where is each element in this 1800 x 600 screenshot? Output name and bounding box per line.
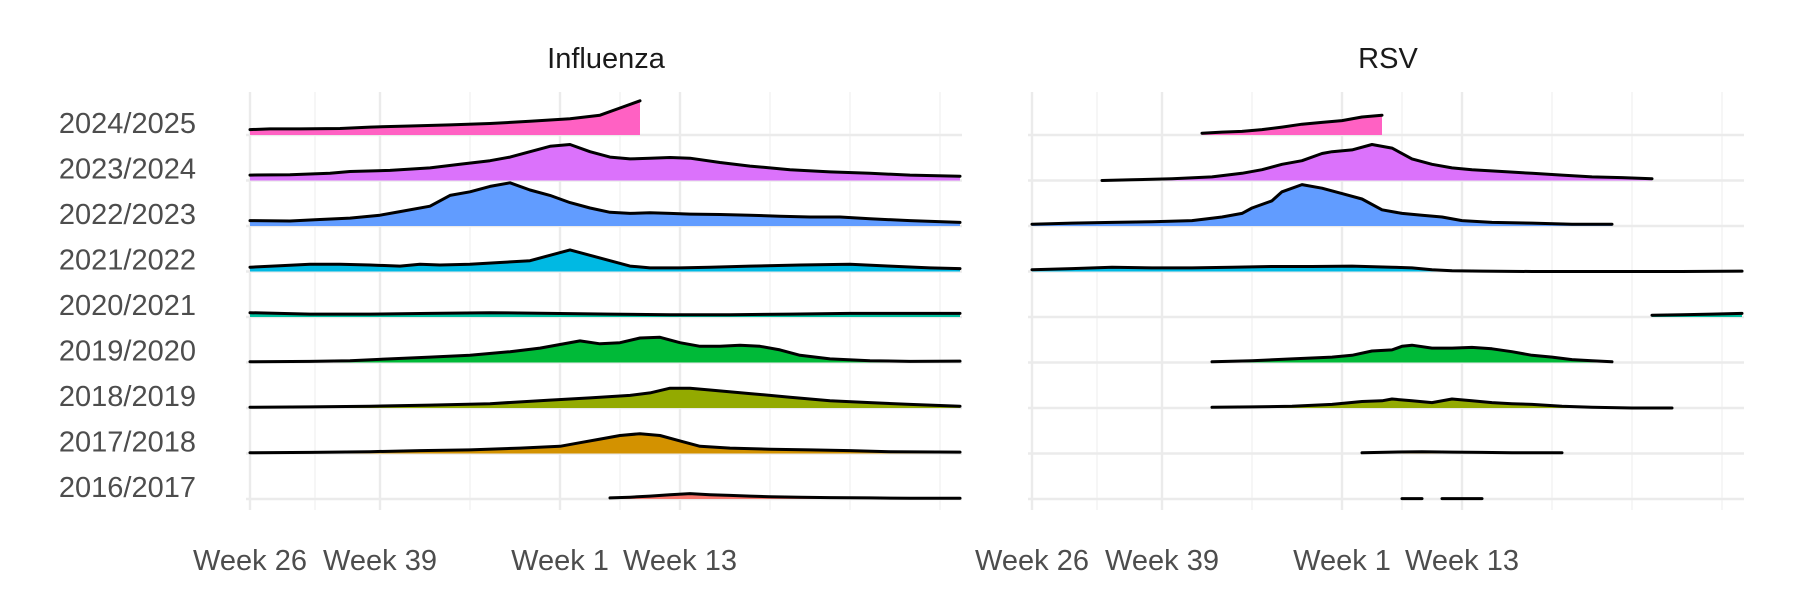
ridge-line-2017-2018 — [1360, 450, 1564, 455]
x-tick-label: Week 26 — [193, 545, 307, 577]
x-tick-label: Week 26 — [975, 545, 1089, 577]
panel-series — [1030, 113, 1744, 501]
ridge-area-2022-2023 — [1032, 184, 1612, 226]
panel-series — [248, 99, 962, 500]
y-tick-label: 2024/2025 — [59, 108, 196, 140]
ridge-line-2019-2020 — [248, 335, 962, 364]
ridge-area-2021-2022 — [1032, 266, 1742, 272]
ridge-line-2018-2019 — [248, 386, 962, 409]
ridge-line-2021-2022 — [1030, 264, 1744, 273]
ridge-line-2024-2025 — [1200, 113, 1384, 135]
panel-rsv: RSV Week 26 Week 39 Week 1 Week 13 — [975, 43, 1744, 577]
ridge-area-2022-2023 — [250, 182, 960, 226]
ridge-line-2017-2018 — [248, 432, 962, 455]
y-tick-label: 2023/2024 — [59, 154, 196, 186]
ridge-line-2019-2020 — [1210, 343, 1614, 364]
panel-influenza: Influenza Week 26 Week 39 Week 1 Week 13 — [193, 43, 962, 577]
x-tick-label: Week 39 — [323, 545, 437, 577]
ridge-area-2023-2024 — [250, 144, 960, 181]
y-tick-label: 2019/2020 — [59, 336, 196, 368]
x-axis-ticks: Week 26 Week 39 Week 1 Week 13 — [975, 545, 1519, 577]
y-tick-label: 2017/2018 — [59, 427, 196, 459]
ridge-area-2024-2025 — [250, 100, 640, 135]
ridge-line-2022-2023 — [1030, 183, 1614, 226]
ridge-area-2017-2018 — [250, 433, 960, 454]
y-tick-label: 2016/2017 — [59, 472, 196, 504]
panel-title: RSV — [1358, 43, 1418, 75]
ridge-line-2023-2024 — [248, 143, 962, 178]
x-tick-label: Week 13 — [1405, 545, 1519, 577]
x-tick-label: Week 1 — [511, 545, 609, 577]
x-axis-ticks: Week 26 Week 39 Week 1 Week 13 — [193, 545, 737, 577]
ridge-line-2018-2019 — [1210, 397, 1674, 410]
x-tick-label: Week 1 — [1293, 545, 1391, 577]
x-tick-label: Week 39 — [1105, 545, 1219, 577]
ridge-line-2020-2021 — [248, 311, 962, 317]
x-tick-label: Week 13 — [623, 545, 737, 577]
panel-title: Influenza — [547, 43, 666, 75]
ridge-line-2021-2022 — [248, 248, 962, 271]
ridge-area-2024-2025 — [1202, 115, 1382, 135]
y-tick-label: 2018/2019 — [59, 381, 196, 413]
ridge-line-2016-2017 — [608, 492, 962, 500]
y-tick-label: 2022/2023 — [59, 199, 196, 231]
y-axis-labels: 2024/2025 2023/2024 2022/2023 2021/2022 2020… — [59, 108, 196, 504]
ridge-line-2020-2021 — [1650, 311, 1744, 317]
ridge-area-2019-2020 — [250, 337, 960, 363]
ridge-line-2024-2025 — [248, 99, 642, 132]
ridge-area-2023-2024 — [1102, 144, 1652, 181]
ridge-line-2022-2023 — [248, 181, 962, 224]
y-tick-label: 2021/2022 — [59, 245, 196, 277]
ridge-line-2023-2024 — [1100, 143, 1654, 182]
y-tick-label: 2020/2021 — [59, 290, 196, 322]
